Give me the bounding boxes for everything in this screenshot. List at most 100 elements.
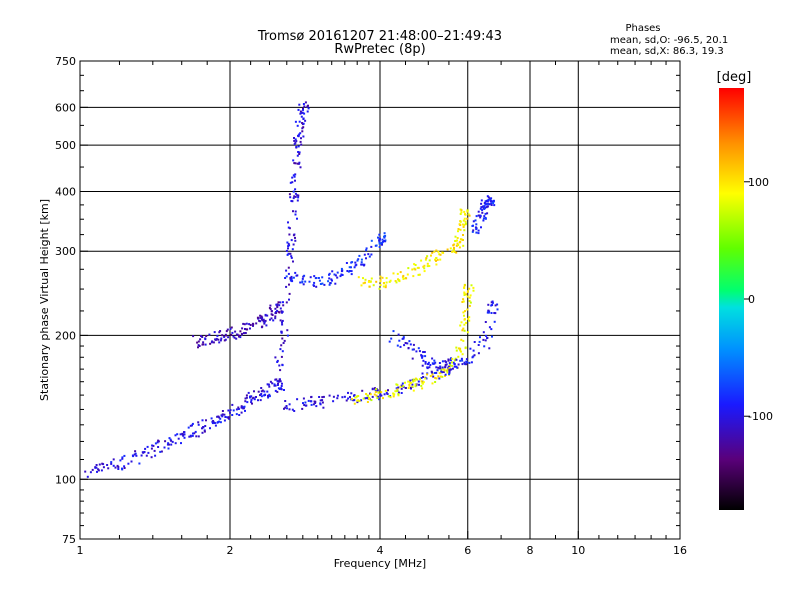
data-point bbox=[167, 447, 170, 450]
data-point bbox=[299, 140, 302, 143]
data-point bbox=[293, 175, 296, 178]
data-point bbox=[339, 275, 342, 278]
data-point bbox=[357, 258, 360, 261]
data-point bbox=[154, 454, 157, 457]
data-point bbox=[483, 207, 486, 209]
data-point bbox=[418, 273, 421, 276]
data-point bbox=[225, 330, 228, 333]
data-point bbox=[298, 103, 301, 106]
data-point bbox=[417, 273, 420, 276]
data-point bbox=[100, 469, 103, 472]
data-point bbox=[486, 311, 489, 314]
data-point bbox=[208, 333, 211, 336]
data-point bbox=[296, 162, 299, 165]
data-point bbox=[95, 464, 98, 466]
data-point bbox=[465, 363, 468, 366]
data-point bbox=[384, 286, 387, 289]
data-point bbox=[260, 393, 263, 395]
data-point bbox=[244, 400, 247, 403]
data-point bbox=[268, 395, 271, 398]
data-point bbox=[205, 335, 208, 337]
data-point bbox=[117, 468, 120, 470]
data-point bbox=[290, 275, 293, 278]
data-point bbox=[384, 284, 387, 287]
data-point bbox=[294, 188, 297, 191]
data-point bbox=[281, 337, 284, 340]
data-point bbox=[292, 234, 295, 237]
data-point bbox=[188, 435, 191, 438]
data-point bbox=[283, 339, 286, 342]
data-point bbox=[287, 272, 290, 275]
data-point bbox=[494, 312, 497, 315]
data-point bbox=[438, 362, 441, 364]
data-point bbox=[296, 199, 299, 202]
data-point bbox=[485, 334, 488, 337]
stats-line-x: mean, sd,X: 86.3, 19.3 bbox=[610, 46, 724, 57]
data-point bbox=[163, 446, 166, 449]
data-point bbox=[290, 255, 293, 258]
data-point bbox=[221, 410, 224, 412]
data-point bbox=[94, 466, 97, 469]
data-point bbox=[307, 104, 309, 107]
data-point bbox=[181, 433, 184, 436]
data-point bbox=[399, 271, 402, 274]
data-point bbox=[463, 224, 466, 227]
data-point bbox=[354, 396, 357, 399]
data-point bbox=[487, 199, 490, 201]
data-point bbox=[404, 381, 406, 384]
data-point bbox=[277, 310, 280, 313]
data-point bbox=[299, 110, 302, 113]
data-point bbox=[381, 238, 384, 241]
data-point bbox=[368, 285, 371, 288]
data-point bbox=[407, 347, 410, 349]
data-point bbox=[217, 415, 220, 418]
data-point bbox=[368, 397, 371, 399]
data-point bbox=[420, 380, 423, 383]
data-point bbox=[263, 322, 266, 325]
data-point bbox=[160, 450, 163, 453]
data-point bbox=[209, 427, 211, 430]
data-point bbox=[300, 115, 303, 118]
data-point bbox=[437, 375, 440, 378]
data-point bbox=[488, 326, 491, 329]
data-point bbox=[86, 475, 89, 478]
data-point bbox=[219, 421, 222, 424]
data-point bbox=[224, 338, 227, 341]
x-tick-label: 6 bbox=[464, 544, 471, 557]
x-tick-label: 2 bbox=[227, 544, 234, 557]
data-point bbox=[365, 393, 368, 395]
data-point bbox=[472, 289, 475, 292]
data-point bbox=[448, 362, 451, 365]
data-point bbox=[284, 400, 287, 402]
data-point bbox=[283, 407, 285, 410]
data-point bbox=[229, 411, 231, 414]
data-point bbox=[356, 399, 359, 402]
data-point bbox=[249, 327, 251, 330]
data-point bbox=[249, 395, 251, 398]
data-point bbox=[399, 385, 402, 388]
data-point bbox=[424, 377, 427, 380]
data-point bbox=[448, 365, 451, 368]
data-point bbox=[430, 254, 432, 257]
data-point bbox=[402, 385, 405, 388]
data-point bbox=[282, 304, 285, 307]
data-point bbox=[372, 284, 375, 287]
data-point bbox=[291, 248, 294, 251]
data-point bbox=[433, 372, 436, 374]
data-point bbox=[452, 248, 455, 251]
x-tick-label: 8 bbox=[527, 544, 534, 557]
data-point bbox=[379, 237, 381, 240]
data-point bbox=[322, 395, 325, 398]
data-point bbox=[397, 394, 400, 397]
data-point bbox=[466, 209, 469, 212]
data-point bbox=[189, 434, 192, 437]
data-point bbox=[279, 319, 282, 322]
data-point bbox=[349, 270, 351, 272]
data-point bbox=[395, 387, 398, 390]
data-point bbox=[457, 355, 460, 358]
data-point bbox=[378, 239, 381, 242]
data-point bbox=[350, 273, 353, 276]
data-point bbox=[289, 181, 292, 184]
data-point bbox=[263, 394, 266, 397]
data-point bbox=[384, 234, 387, 237]
